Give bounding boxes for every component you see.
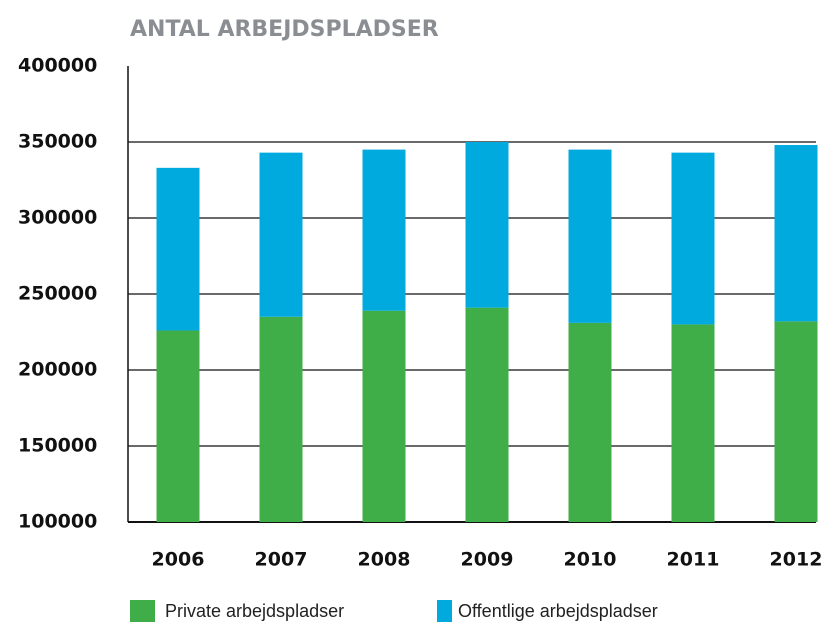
y-tick-label: 200000 — [18, 359, 97, 381]
bar-segment — [259, 152, 303, 317]
x-tick-label: 2012 — [770, 549, 823, 571]
bar-segment — [156, 330, 200, 522]
x-tick-label: 2008 — [358, 549, 411, 571]
bar-segment — [671, 152, 715, 325]
y-tick-label: 400000 — [18, 55, 97, 77]
bar-segment — [774, 321, 818, 522]
y-tick-label: 350000 — [18, 131, 97, 153]
bar-segment — [362, 149, 406, 311]
y-tick-label: 300000 — [18, 207, 97, 229]
y-tick-label: 250000 — [18, 283, 97, 305]
legend-swatch — [130, 600, 155, 622]
legend-label: Offentlige arbejdspladser — [458, 601, 658, 621]
y-tick-label: 100000 — [18, 511, 97, 533]
bar-segment — [568, 149, 612, 323]
x-tick-label: 2011 — [667, 549, 720, 571]
legend-swatch — [437, 600, 452, 622]
x-tick-label: 2007 — [255, 549, 308, 571]
bar-segment — [465, 142, 509, 308]
bar-segment — [156, 167, 200, 331]
bar-segment — [568, 322, 612, 522]
bar-segment — [465, 307, 509, 522]
bar-segment — [362, 310, 406, 522]
bar-segment — [774, 145, 818, 322]
bar-segment — [259, 316, 303, 522]
chart-title: ANTAL ARBEJDSPLADSER — [130, 17, 439, 42]
x-tick-label: 2006 — [152, 549, 205, 571]
y-tick-label: 150000 — [18, 435, 97, 457]
legend-label: Private arbejdspladser — [165, 601, 344, 621]
bar-segment — [671, 324, 715, 522]
x-tick-label: 2009 — [461, 549, 514, 571]
x-tick-label: 2010 — [564, 549, 617, 571]
